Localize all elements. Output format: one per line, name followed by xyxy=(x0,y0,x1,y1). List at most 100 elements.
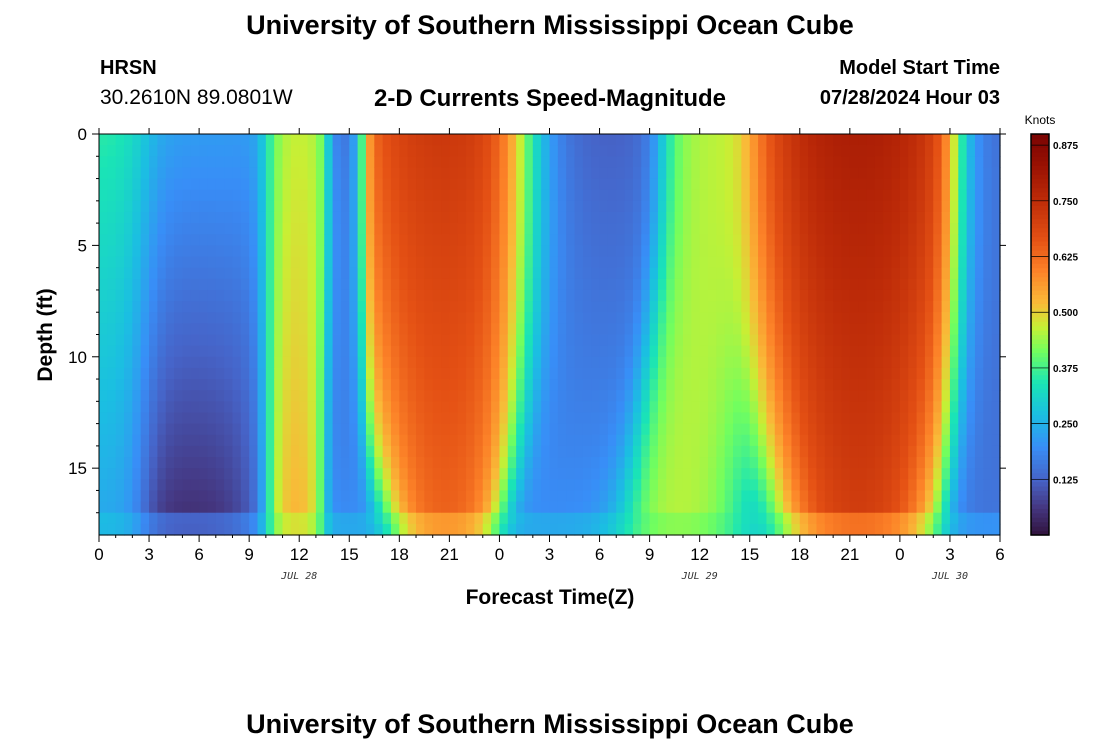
heatmap-cell xyxy=(733,379,742,391)
heatmap-cell xyxy=(491,434,501,447)
heatmap-cell xyxy=(808,401,818,414)
heatmap-cell xyxy=(299,178,309,191)
heatmap-cell xyxy=(599,523,609,536)
heatmap-cell xyxy=(866,312,876,324)
heatmap-cell xyxy=(240,401,250,414)
heatmap-cell xyxy=(566,445,576,458)
heatmap-cell xyxy=(132,256,142,269)
heatmap-cell xyxy=(199,267,209,280)
heatmap-cell xyxy=(207,401,217,414)
heatmap-cell xyxy=(324,356,334,369)
heatmap-cell xyxy=(924,189,934,202)
heatmap-cell xyxy=(908,234,918,246)
heatmap-cell xyxy=(733,501,742,514)
heatmap-cell xyxy=(274,423,284,436)
heatmap-cell xyxy=(499,490,509,503)
heatmap-cell xyxy=(491,468,501,480)
heatmap-cell xyxy=(566,479,576,492)
heatmap-cell xyxy=(324,401,334,414)
heatmap-cell xyxy=(182,345,192,358)
heatmap-cell xyxy=(799,523,809,536)
heatmap-cell xyxy=(232,267,242,280)
heatmap-cell xyxy=(340,211,350,224)
heatmap-cell xyxy=(182,234,192,246)
heatmap-cell xyxy=(649,312,659,324)
heatmap-cell xyxy=(224,412,234,425)
colorbar-segment xyxy=(1031,410,1049,416)
heatmap-cell xyxy=(507,334,517,347)
heatmap-cell xyxy=(574,490,584,503)
heatmap-cell xyxy=(724,445,734,458)
heatmap-cell xyxy=(974,301,984,313)
heatmap-cell xyxy=(891,301,901,313)
heatmap-cell xyxy=(315,390,325,402)
heatmap-cell xyxy=(482,334,492,347)
heatmap-cell xyxy=(432,189,442,202)
heatmap-cell xyxy=(332,445,342,458)
heatmap-cell xyxy=(374,490,384,503)
heatmap-cell xyxy=(257,401,267,414)
heatmap-cell xyxy=(232,345,242,358)
heatmap-cell xyxy=(866,356,876,369)
heatmap-cell xyxy=(741,490,751,503)
heatmap-cell xyxy=(858,379,868,391)
heatmap-cell xyxy=(182,490,192,503)
heatmap-cell xyxy=(482,256,492,269)
heatmap-cell xyxy=(816,211,826,224)
heatmap-cell xyxy=(532,289,542,302)
heatmap-cell xyxy=(299,523,309,536)
heatmap-cell xyxy=(507,312,517,324)
heatmap-cell xyxy=(582,367,592,380)
heatmap-cell xyxy=(557,323,567,336)
heatmap-cell xyxy=(841,189,851,202)
heatmap-cell xyxy=(274,401,284,414)
heatmap-cell xyxy=(115,501,125,514)
heatmap-cell xyxy=(115,312,125,324)
heatmap-cell xyxy=(432,323,442,336)
heatmap-cell xyxy=(949,156,959,169)
heatmap-cell xyxy=(307,479,317,492)
heatmap-cell xyxy=(182,301,192,313)
heatmap-cell xyxy=(349,234,359,246)
heatmap-cell xyxy=(290,278,300,291)
heatmap-cell xyxy=(132,523,142,536)
heatmap-cell xyxy=(399,211,409,224)
heatmap-cell xyxy=(374,445,384,458)
heatmap-cell xyxy=(916,134,926,146)
heatmap-cell xyxy=(190,490,200,503)
heatmap-cell xyxy=(624,445,634,458)
heatmap-cell xyxy=(215,523,225,536)
heatmap-cell xyxy=(958,256,968,269)
heatmap-cell xyxy=(357,278,367,291)
heatmap-cell xyxy=(674,367,684,380)
heatmap-cell xyxy=(532,501,542,514)
heatmap-cell xyxy=(991,256,1001,269)
heatmap-cell xyxy=(749,523,759,536)
heatmap-cell xyxy=(207,445,217,458)
heatmap-cell xyxy=(115,178,125,191)
heatmap-cell xyxy=(532,445,542,458)
heatmap-cell xyxy=(924,356,934,369)
heatmap-cell xyxy=(474,167,484,180)
heatmap-cell xyxy=(407,490,417,503)
heatmap-cell xyxy=(599,312,609,324)
heatmap-cell xyxy=(741,379,751,391)
heatmap-cell xyxy=(249,501,259,514)
heatmap-cell xyxy=(916,245,926,258)
heatmap-cell xyxy=(407,423,417,436)
heatmap-cell xyxy=(549,457,559,469)
heatmap-cell xyxy=(174,211,184,224)
heatmap-cell xyxy=(507,211,517,224)
heatmap-cell xyxy=(482,490,492,503)
heatmap-cell xyxy=(691,468,701,480)
heatmap-cell xyxy=(340,523,350,536)
heatmap-cell xyxy=(107,412,117,425)
heatmap-cell xyxy=(174,200,184,213)
heatmap-cell xyxy=(966,312,976,324)
heatmap-cell xyxy=(507,289,517,302)
heatmap-cell xyxy=(666,412,676,425)
heatmap-cell xyxy=(949,223,959,235)
heatmap-cell xyxy=(541,245,551,258)
heatmap-cell xyxy=(315,289,325,302)
heatmap-cell xyxy=(482,200,492,213)
